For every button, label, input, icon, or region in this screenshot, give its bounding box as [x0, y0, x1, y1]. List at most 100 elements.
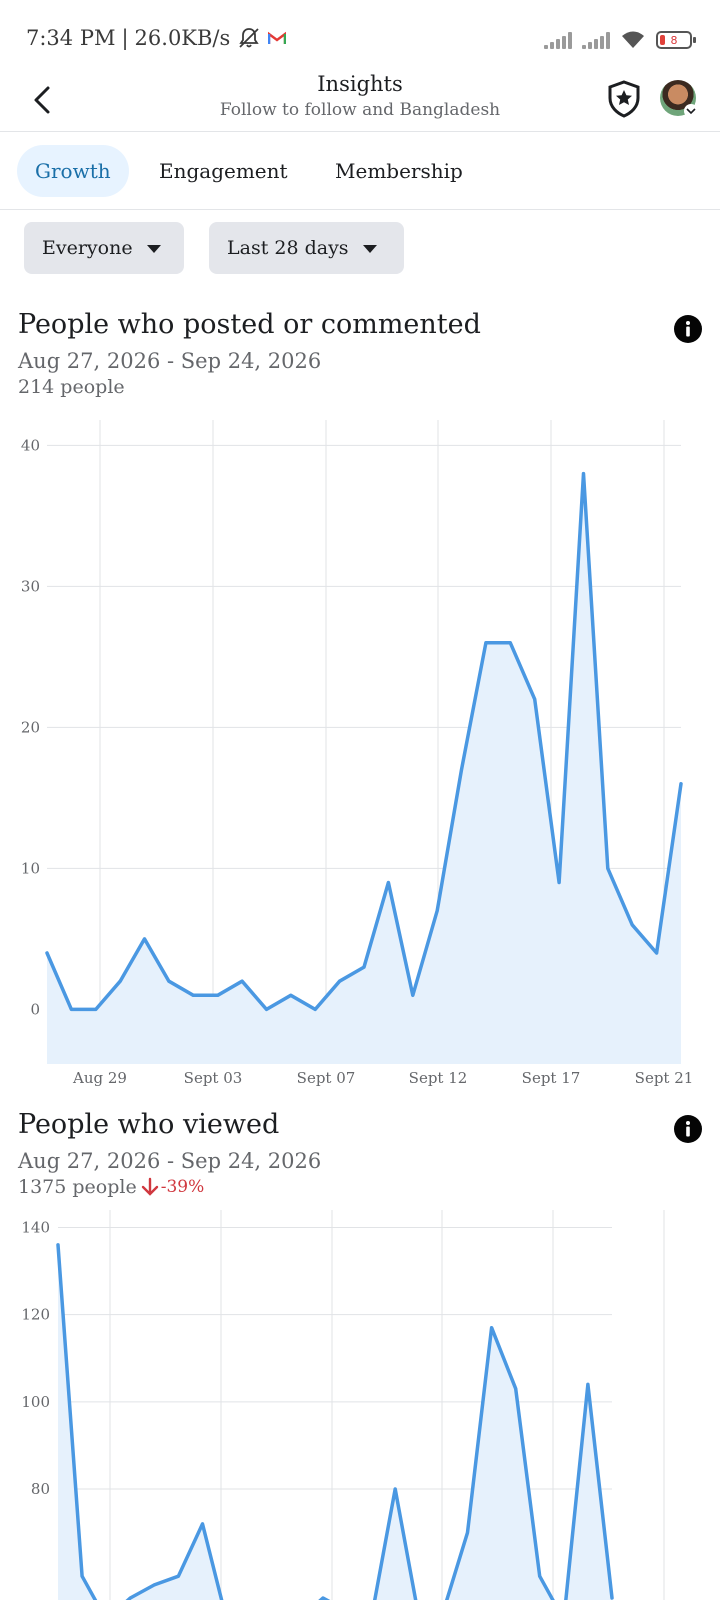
x-tick-label: Aug 29: [72, 1069, 127, 1087]
data-point: [264, 1007, 268, 1011]
y-tick-label: 10: [21, 859, 40, 877]
tab-engagement[interactable]: Engagement: [159, 159, 288, 183]
data-point: [167, 979, 171, 983]
gmail-icon: [268, 31, 287, 44]
section-count-posted: 214 people: [18, 376, 125, 398]
y-tick-label: 30: [21, 577, 40, 595]
status-time: 7:34 PM: [26, 26, 116, 50]
caret-down-icon: [146, 245, 161, 253]
y-tick-label: 140: [21, 1218, 50, 1236]
page-title: Insights: [317, 72, 403, 96]
arrow-down-icon: [141, 1177, 158, 1196]
x-tick-label: Sept 21: [635, 1069, 694, 1087]
data-point: [514, 1387, 518, 1391]
data-point: [393, 1487, 397, 1491]
delta-value: -39%: [160, 1177, 205, 1197]
data-point: [118, 979, 122, 983]
tab-growth[interactable]: Growth: [17, 145, 129, 197]
series-line: [56, 1243, 614, 1600]
x-tick-label: Sept 12: [409, 1069, 468, 1087]
section-date-viewed: Aug 27, 2026 - Sep 24, 2026: [18, 1149, 322, 1173]
status-speed: 26.0KB/s: [134, 26, 231, 50]
data-point: [152, 1583, 156, 1587]
count-value: 214 people: [18, 376, 125, 398]
y-tick-label: 0: [30, 1000, 40, 1018]
data-point: [411, 993, 415, 997]
series-area: [47, 473, 681, 1065]
data-point: [94, 1007, 98, 1011]
y-tick-label: 40: [21, 436, 40, 454]
section-date-posted: Aug 27, 2026 - Sep 24, 2026: [18, 349, 322, 373]
delta-badge: -39%: [141, 1177, 205, 1197]
data-point: [56, 1243, 60, 1247]
data-point: [321, 1596, 325, 1600]
tab-membership[interactable]: Membership: [335, 159, 463, 183]
section-count-viewed: 1375 people -39%: [18, 1176, 204, 1198]
caret-down-icon: [362, 245, 377, 253]
data-point: [386, 881, 390, 885]
data-point: [465, 1531, 469, 1535]
mute-icon: [239, 28, 259, 48]
data-point: [655, 951, 659, 955]
data-point: [201, 1522, 205, 1526]
date-range-filter-label: Last 28 days: [227, 237, 349, 259]
status-right: 8: [544, 30, 696, 50]
data-point: [69, 1007, 73, 1011]
data-point: [289, 993, 293, 997]
data-point: [606, 866, 610, 870]
group-name: Follow to follow and Bangladesh: [219, 100, 501, 120]
back-arrow-icon[interactable]: [26, 82, 62, 118]
signal-icon: [544, 31, 572, 49]
info-icon[interactable]: [673, 1114, 703, 1144]
data-point: [508, 641, 512, 645]
data-point: [338, 979, 342, 983]
x-tick-label: Sept 17: [522, 1069, 581, 1087]
data-point: [240, 979, 244, 983]
chart-posted-commented: 0 10 20 30 40 Aug 29 Sept 03 Sept 07 Sept 12 Sept…: [21, 420, 694, 1087]
audience-filter[interactable]: Everyone: [24, 222, 184, 274]
info-icon[interactable]: [673, 314, 703, 344]
data-point: [80, 1574, 84, 1578]
data-point: [630, 923, 634, 927]
data-point: [610, 1596, 614, 1600]
app-header: Insights Follow to follow and Bangladesh: [0, 70, 720, 132]
wifi-icon: [622, 31, 644, 48]
data-point: [538, 1574, 542, 1578]
admin-shield-icon[interactable]: [606, 80, 642, 118]
data-point: [191, 993, 195, 997]
status-left: 7:34 PM | 26.0KB/s: [26, 26, 287, 50]
battery-icon: 8: [656, 31, 696, 49]
chart-viewed: 80 100 120 140: [21, 1210, 665, 1600]
status-separator: |: [121, 26, 129, 50]
data-point: [176, 1574, 180, 1578]
date-range-filter[interactable]: Last 28 days: [209, 222, 404, 274]
y-tick-label: 120: [21, 1306, 50, 1324]
chevron-down-icon[interactable]: [684, 104, 698, 118]
signal-icon: [582, 31, 610, 49]
data-point: [143, 937, 147, 941]
data-point: [484, 641, 488, 645]
data-point: [581, 472, 585, 476]
data-point: [679, 782, 683, 786]
section-title-posted: People who posted or commented: [18, 309, 481, 340]
data-point: [313, 1007, 317, 1011]
section-title-viewed: People who viewed: [18, 1109, 280, 1140]
data-point: [45, 951, 49, 955]
battery-level: 8: [670, 33, 678, 47]
status-bar: 7:34 PM | 26.0KB/s 8: [0, 0, 720, 80]
y-tick-label: 20: [21, 718, 40, 736]
data-point: [128, 1596, 132, 1600]
x-tick-label: Sept 03: [184, 1069, 243, 1087]
audience-filter-label: Everyone: [42, 237, 133, 259]
data-point: [216, 993, 220, 997]
y-tick-label: 100: [21, 1393, 50, 1411]
series-area: [58, 1244, 612, 1600]
data-point: [490, 1326, 494, 1330]
y-tick-label: 80: [31, 1480, 50, 1498]
data-point: [557, 881, 561, 885]
data-point: [586, 1382, 590, 1386]
data-point: [362, 965, 366, 969]
count-value: 1375 people: [18, 1176, 137, 1198]
data-point: [460, 768, 464, 772]
insights-tabs: Growth Engagement Membership: [0, 133, 720, 210]
